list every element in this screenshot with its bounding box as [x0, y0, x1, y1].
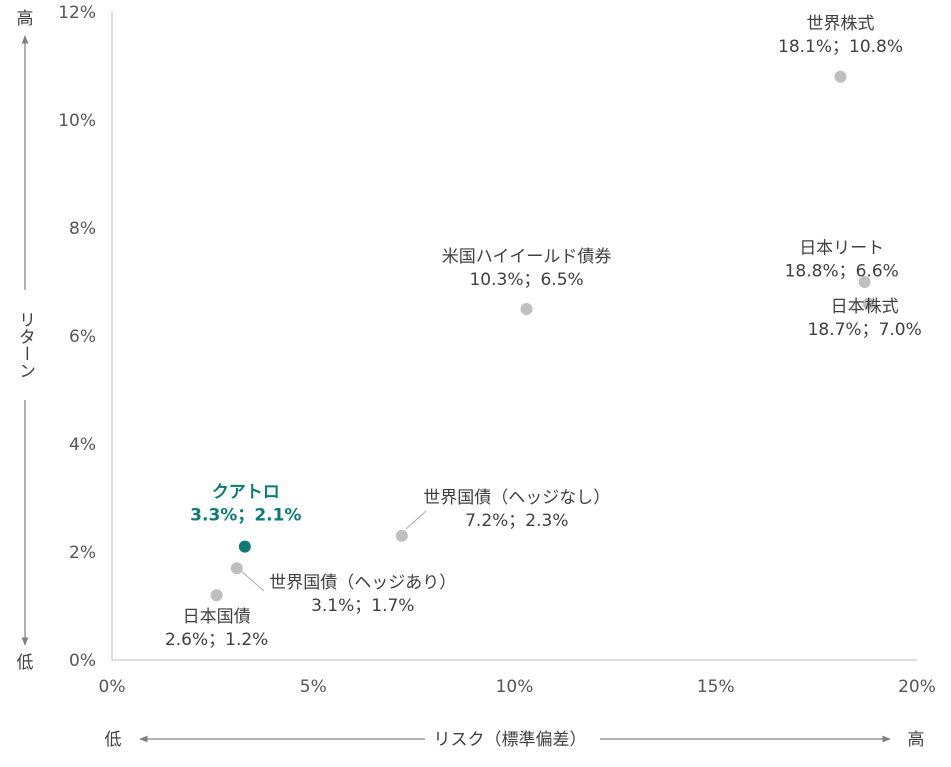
x-low-label: 低 — [105, 730, 122, 750]
point-name-label: 日本国債 — [183, 607, 251, 627]
leader-line-hedged — [239, 569, 265, 592]
x-tick-label: 10% — [496, 677, 534, 697]
leader-line-unhedged — [405, 510, 427, 530]
scatter-point — [395, 529, 408, 542]
y-high-label: 高 — [17, 9, 34, 29]
point-name-label: 米国ハイイールド債券 — [442, 247, 612, 267]
x-tick-label: 0% — [99, 677, 126, 697]
scatter-point — [834, 70, 847, 83]
scatter-point — [858, 276, 871, 288]
y-tick-label: 0% — [69, 651, 96, 671]
point-value-label: 3.1%；1.7% — [311, 596, 414, 616]
x-tick-label: 15% — [697, 677, 735, 697]
y-tick-label: 10% — [58, 111, 96, 131]
point-name-label: 世界国債（ヘッジなし） — [423, 488, 610, 508]
x-high-label: 高 — [908, 730, 925, 750]
point-value-label: 3.3%；2.1% — [190, 506, 301, 526]
point-value-label: 7.2%；2.3% — [465, 511, 568, 531]
y-axis-title: リターン — [15, 311, 35, 379]
y-tick-label: 6% — [69, 327, 96, 347]
scatter-point — [230, 562, 243, 575]
point-name-label: クアトロ — [212, 483, 280, 503]
scatter-point — [862, 297, 875, 310]
highlight-point — [238, 540, 251, 553]
point-value-label: 18.8%；6.6% — [785, 262, 899, 282]
x-tick-label: 20% — [898, 677, 936, 697]
y-tick-label: 2% — [69, 543, 96, 563]
scatter-point — [210, 589, 223, 602]
point-name-label: 世界国債（ヘッジあり） — [269, 573, 456, 593]
y-tick-label: 8% — [69, 219, 96, 239]
point-name-label: 日本株式 — [831, 297, 899, 317]
point-labels: 世界株式 18.1%；10.8% 日本リート 18.8%；6.6% 日本株式 18.7%；… — [165, 14, 922, 650]
y-low-label: 低 — [17, 653, 34, 673]
point-value-label: 2.6%；1.2% — [165, 630, 268, 650]
y-tick-label: 4% — [69, 435, 96, 455]
scatter-point — [520, 303, 533, 315]
x-tick-labels: 0% 5% 10% 15% 20% — [99, 677, 936, 697]
x-axis-title: リスク（標準偏差） — [434, 730, 587, 750]
point-value-label: 18.7%；7.0% — [808, 320, 922, 340]
y-tick-labels: 0% 2% 4% 6% 8% 10% 12% — [58, 3, 96, 671]
point-name-label: 日本リート — [799, 239, 884, 259]
point-value-label: 10.3%；6.5% — [469, 270, 583, 290]
x-tick-label: 5% — [300, 677, 327, 697]
point-name-label: 世界株式 — [807, 14, 875, 34]
data-points — [210, 70, 875, 602]
y-tick-label: 12% — [58, 3, 96, 23]
point-value-label: 18.1%；10.8% — [778, 37, 903, 57]
